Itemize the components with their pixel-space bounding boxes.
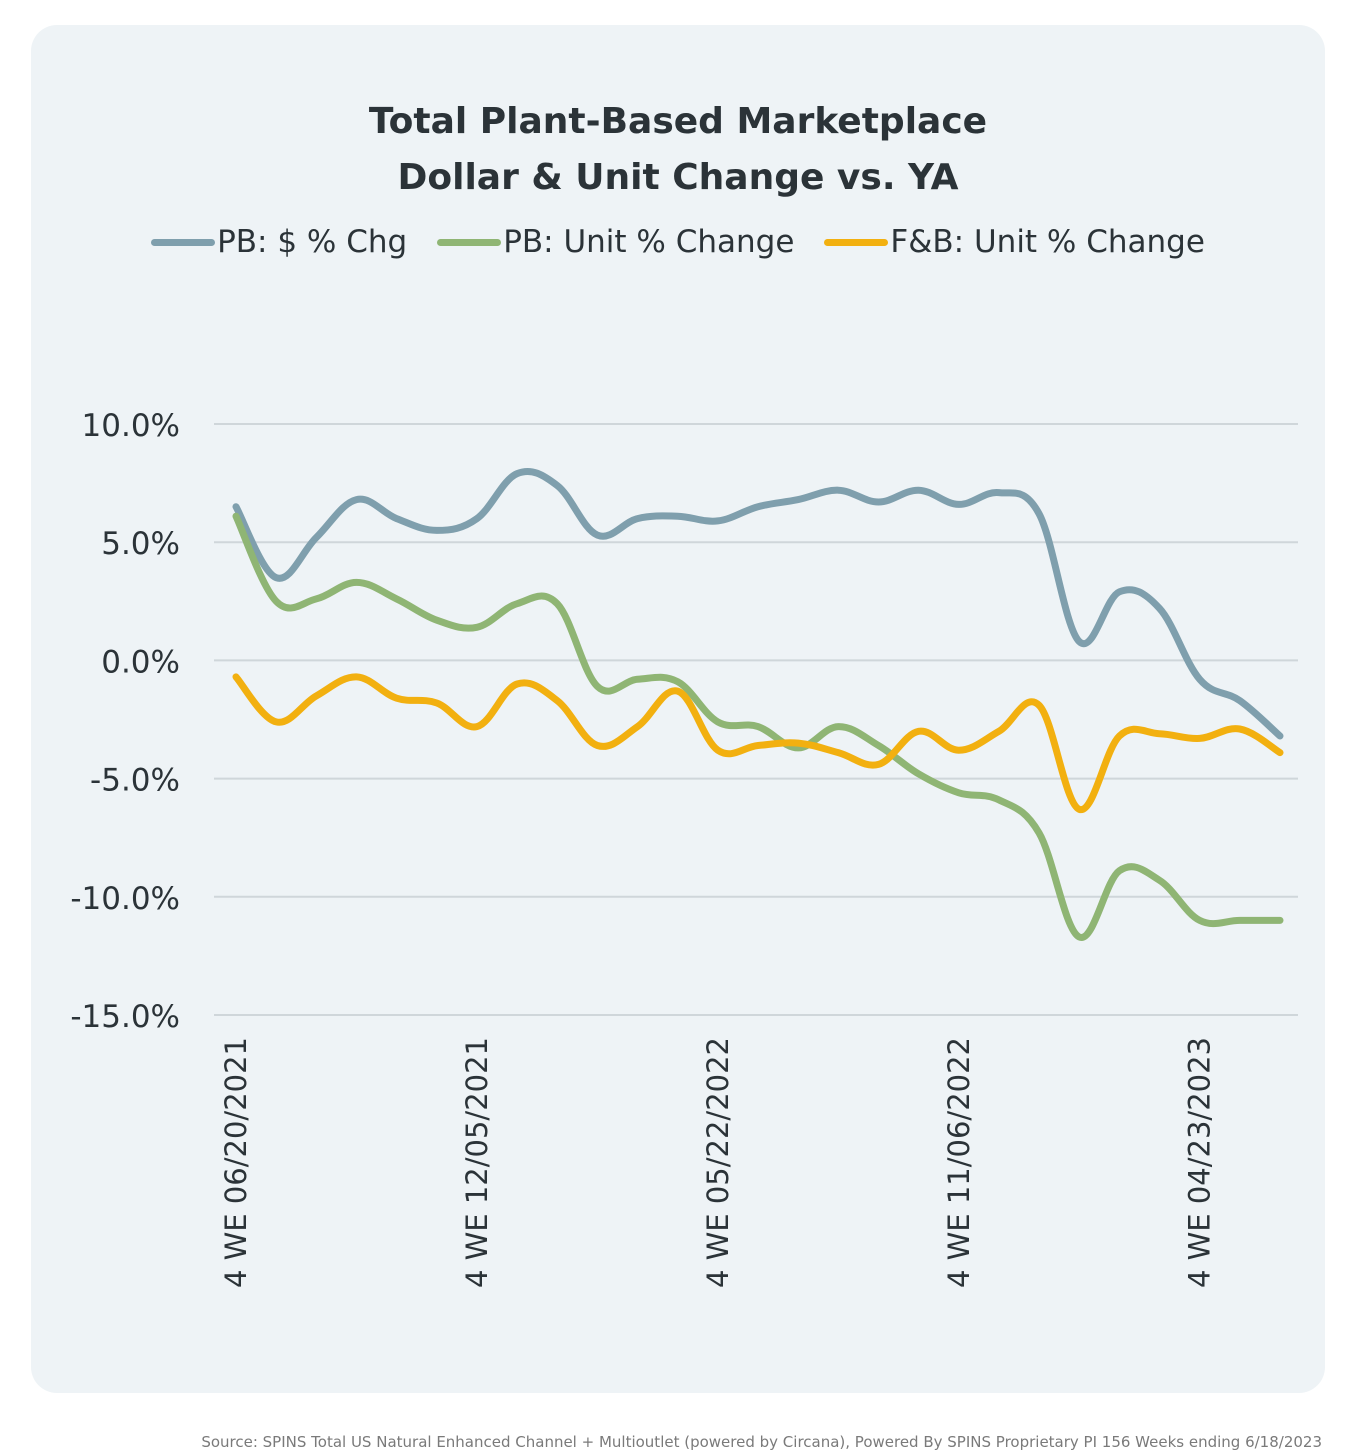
legend-item-fb-unit: F&B: Unit % Change <box>824 224 1205 260</box>
legend-swatch-fb-unit <box>824 238 889 246</box>
legend-swatch-pb-dollar <box>151 238 216 246</box>
chart-legend: PB: $ % Chg PB: Unit % Change F&B: Unit … <box>0 224 1356 260</box>
legend-item-pb-unit: PB: Unit % Change <box>437 224 794 260</box>
series-line-pb-unit <box>232 512 1284 941</box>
y-tick-label: -5.0% <box>90 763 180 799</box>
y-tick-label: 0.0% <box>101 644 180 680</box>
series-line-pb-dollar <box>232 467 1284 740</box>
chart-title-line-2: Dollar & Unit Change vs. YA <box>397 157 959 198</box>
y-tick-label: 5.0% <box>101 526 180 562</box>
x-tick-label: 4 WE 06/20/2021 <box>219 1037 253 1288</box>
x-tick-label: 4 WE 04/23/2023 <box>1183 1037 1217 1288</box>
x-tick-label: 4 WE 12/05/2021 <box>460 1037 494 1288</box>
x-tick-label: 4 WE 05/22/2022 <box>701 1037 735 1288</box>
legend-label-fb-unit: F&B: Unit % Change <box>890 224 1205 260</box>
x-tick-label: 4 WE 11/06/2022 <box>942 1037 976 1288</box>
legend-item-pb-dollar: PB: $ % Chg <box>151 224 407 260</box>
chart-card <box>31 25 1325 1393</box>
legend-label-pb-unit: PB: Unit % Change <box>503 224 795 260</box>
y-tick-label: 10.0% <box>82 408 180 444</box>
legend-label-pb-dollar: PB: $ % Chg <box>217 224 408 260</box>
chart-title-line-1: Total Plant-Based Marketplace <box>368 101 988 142</box>
legend-swatch-pb-unit <box>437 238 502 246</box>
line-chart: 10.0% 5.0% 0.0% -5.0% -10.0% -15.0% 4 WE 06/20… <box>70 408 1298 1288</box>
source-note: Source: SPINS Total US Natural Enhanced … <box>201 1433 1322 1451</box>
y-tick-label: -10.0% <box>70 881 180 917</box>
series-line-fb-unit <box>232 673 1284 813</box>
chart-title: Total Plant-Based Marketplace Dollar & U… <box>0 94 1356 206</box>
y-tick-label: -15.0% <box>70 999 180 1035</box>
